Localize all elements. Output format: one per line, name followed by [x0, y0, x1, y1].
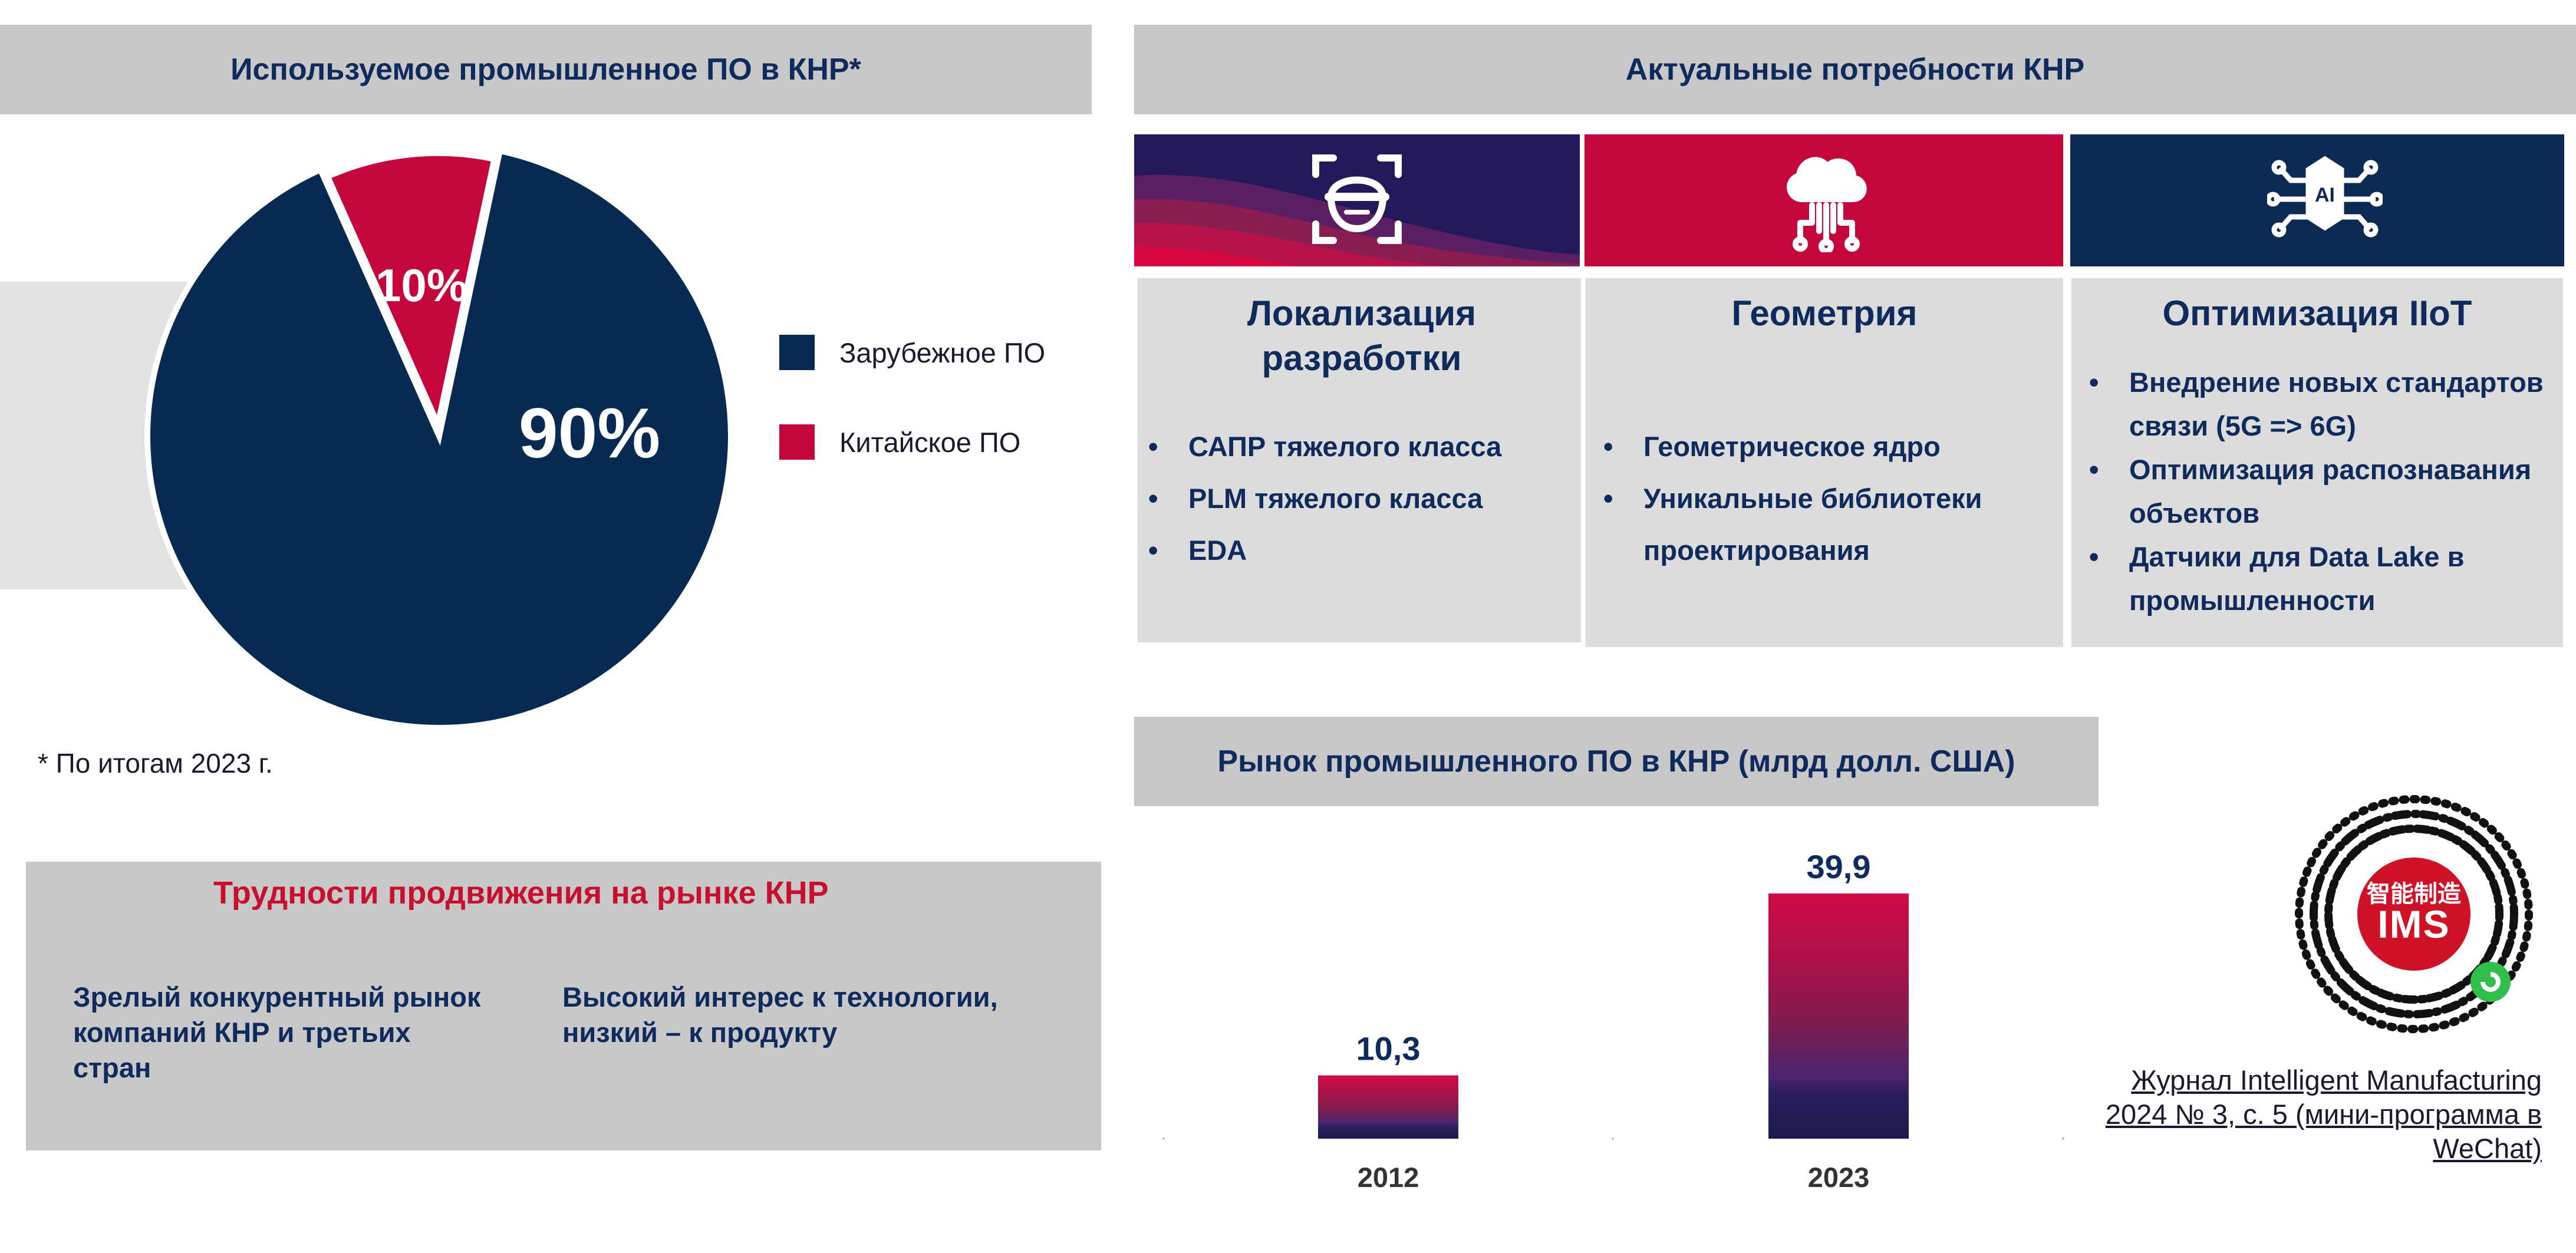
- needs-banner-geometry: [1585, 134, 2063, 266]
- difficulty-competitive-market: Зрелый конкурентный рынок компаний КНР и…: [73, 981, 481, 1083]
- ai-chip-icon: [2267, 156, 2383, 238]
- bar-value-label: 39,9: [1807, 848, 1871, 885]
- need-card-list: Внедрение новых стандартов связи (5G => …: [2087, 361, 2558, 622]
- difficulties-box: Трудности продвижения на рынке КНР Зрелы…: [26, 862, 1101, 1150]
- need-card-geometry: Геометрия Геометрическое ядро Уникальные…: [1586, 278, 2063, 647]
- legend-label-foreign: Зарубежное ПО: [839, 337, 1046, 368]
- legend-item-chinese: Китайское ПО: [779, 424, 1086, 460]
- list-item: Оптимизация распознавания объектов: [2087, 448, 2558, 535]
- pie-title: Используемое промышленное ПО в КНР*: [230, 52, 861, 87]
- bar-2023: [1768, 893, 1909, 1139]
- bar-category-label: 2012: [1358, 1162, 1419, 1193]
- pie-chart: 90% 10%: [144, 147, 734, 731]
- pie-label-foreign: 90%: [519, 394, 660, 473]
- pie-legend: Зарубежное ПО Китайское ПО: [779, 335, 1086, 460]
- pie-header: Используемое промышленное ПО в КНР*: [0, 25, 1092, 114]
- market-bar-chart: 10,3 2012 39,9 2023: [1162, 848, 2064, 1193]
- need-card-iiot: Оптимизация IIoT Внедрение новых стандар…: [2071, 278, 2563, 647]
- need-card-list: Геометрическое ядро Уникальные библиотек…: [1601, 421, 2061, 576]
- need-card-title: Геометрия: [1731, 294, 1918, 333]
- need-card-title: Оптимизация IIoT: [2162, 294, 2472, 333]
- face-scan-icon: [1312, 154, 1402, 244]
- pie-label-chinese: 10%: [375, 259, 467, 311]
- market-header: Рынок промышленного ПО в КНР (млрд долл.…: [1134, 717, 2099, 806]
- qr-logo-ims: IMS: [2377, 902, 2450, 946]
- legend-label-chinese: Китайское ПО: [839, 426, 1021, 458]
- footnote: * По итогам 2023 г.: [38, 748, 273, 779]
- pie-slice-chinese: [324, 150, 498, 434]
- list-item: Уникальные библиотеки проектирования: [1601, 473, 2061, 576]
- need-card-localization: Локализация разработки САПР тяжелого кла…: [1138, 278, 1581, 642]
- list-item: PLM тяжелого класса: [1146, 473, 1576, 525]
- pie-slice-foreign: [144, 147, 734, 731]
- journal-link[interactable]: Журнал Intelligent Manufacturing 2024 № …: [2105, 1064, 2542, 1164]
- legend-swatch-chinese: [779, 424, 815, 460]
- bar-value-label: 10,3: [1356, 1030, 1421, 1067]
- baseline-dot: [2062, 1137, 2064, 1140]
- difficulty-interest-technology: Высокий интерес к технологии, низкий – к…: [562, 981, 998, 1048]
- needs-header: Актуальные потребности КНР: [1134, 25, 2576, 114]
- cloud-network-icon: [1787, 157, 1867, 252]
- baseline-dot: [1612, 1137, 1614, 1140]
- list-item: EDA: [1146, 525, 1576, 576]
- bar-2012: [1318, 1075, 1458, 1139]
- list-item: Датчики для Data Lake в промышленности: [2087, 535, 2558, 622]
- needs-title: Актуальные потребности КНР: [1625, 52, 2085, 87]
- difficulties-title: Трудности продвижения на рынке КНР: [213, 875, 829, 911]
- list-item: Внедрение новых стандартов связи (5G => …: [2087, 361, 2558, 448]
- legend-swatch-foreign: [779, 335, 815, 370]
- needs-banner-iiot: AI: [2070, 134, 2564, 266]
- bar-category-label: 2023: [1808, 1162, 1870, 1193]
- need-card-title: Локализация разработки: [1247, 294, 1477, 378]
- legend-item-foreign: Зарубежное ПО: [779, 335, 1086, 370]
- need-card-list: САПР тяжелого класса PLM тяжелого класса…: [1146, 421, 1576, 576]
- qr-logo-chinese: 智能制造: [2367, 881, 2461, 907]
- banner-wave-pattern: [1134, 134, 1580, 266]
- list-item: Геометрическое ядро: [1601, 421, 2061, 473]
- needs-banner-localization: [1134, 134, 1580, 266]
- qr-code-icon: [2295, 795, 2533, 1033]
- ai-chip-label: AI: [2315, 184, 2335, 206]
- baseline-dot: [1162, 1137, 1165, 1140]
- market-title: Рынок промышленного ПО в КНР (млрд долл.…: [1217, 744, 2015, 779]
- list-item: САПР тяжелого класса: [1146, 421, 1576, 473]
